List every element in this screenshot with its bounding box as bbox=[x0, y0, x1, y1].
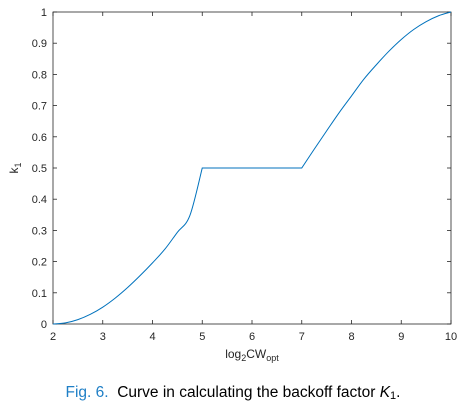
x-axis-tick-labels: 2 3 4 5 6 7 8 9 10 bbox=[50, 331, 457, 343]
y-tick-label: 0.7 bbox=[32, 101, 47, 113]
x-axis-label-main: CW bbox=[246, 347, 267, 361]
x-axis-label: log2CWopt bbox=[225, 347, 279, 363]
figure-label: Fig. 6. bbox=[65, 384, 109, 401]
line-chart: 2 3 4 5 6 7 8 9 10 0 0.1 0.2 0.3 0.4 0.5 0.6 0.7 0.8 0.9 1… bbox=[7, 7, 457, 363]
y-tick-label: 0.2 bbox=[32, 257, 47, 269]
x-axis-ticks bbox=[52, 12, 452, 324]
x-tick-label: 8 bbox=[348, 331, 354, 343]
x-axis-label-base: log bbox=[225, 347, 241, 361]
y-axis-label: k1 bbox=[7, 162, 23, 173]
y-tick-label: 0.9 bbox=[32, 38, 47, 50]
y-tick-label: 0.5 bbox=[32, 163, 47, 175]
y-tick-label: 0 bbox=[41, 319, 47, 331]
y-tick-label: 1 bbox=[41, 7, 47, 19]
caption-math: K1 bbox=[379, 384, 397, 402]
series-line bbox=[52, 11, 452, 325]
x-tick-label: 2 bbox=[50, 331, 56, 343]
y-axis-label-main: k bbox=[7, 167, 21, 174]
y-axis-label-sub: 1 bbox=[13, 162, 23, 167]
caption-text: Curve in calculating the backoff factor bbox=[117, 384, 376, 401]
caption-math-main: K bbox=[379, 384, 391, 401]
y-tick-label: 0.8 bbox=[32, 69, 47, 81]
x-axis-label-sub1: 2 bbox=[241, 353, 246, 363]
y-tick-label: 0.6 bbox=[32, 132, 47, 144]
y-tick-label: 0.3 bbox=[32, 225, 47, 237]
x-tick-label: 7 bbox=[299, 331, 305, 343]
x-axis-label-sub2: opt bbox=[266, 353, 279, 363]
figure-caption: Fig. 6. Curve in calculating the backoff… bbox=[0, 384, 466, 402]
caption-math-sub: 1 bbox=[390, 390, 397, 402]
caption-end: . bbox=[396, 384, 401, 401]
y-axis-tick-labels: 0 0.1 0.2 0.3 0.4 0.5 0.6 0.7 0.8 0.9 1 bbox=[32, 7, 47, 331]
x-tick-label: 4 bbox=[149, 331, 155, 343]
y-tick-label: 0.4 bbox=[32, 194, 47, 206]
x-tick-label: 9 bbox=[398, 331, 404, 343]
x-tick-label: 10 bbox=[445, 331, 457, 343]
x-tick-label: 6 bbox=[249, 331, 255, 343]
y-tick-label: 0.1 bbox=[32, 288, 47, 300]
x-tick-label: 5 bbox=[199, 331, 205, 343]
x-tick-label: 3 bbox=[100, 331, 106, 343]
